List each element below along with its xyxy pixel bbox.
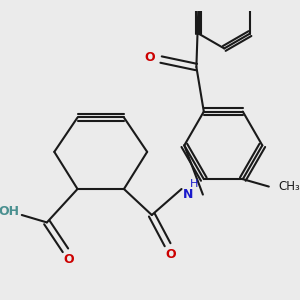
Text: CH₃: CH₃ (278, 180, 300, 193)
Text: O: O (63, 253, 74, 266)
Text: H: H (189, 179, 198, 189)
Text: N: N (183, 188, 193, 201)
Text: O: O (145, 51, 155, 64)
Text: OH: OH (0, 205, 19, 218)
Text: O: O (165, 248, 176, 260)
